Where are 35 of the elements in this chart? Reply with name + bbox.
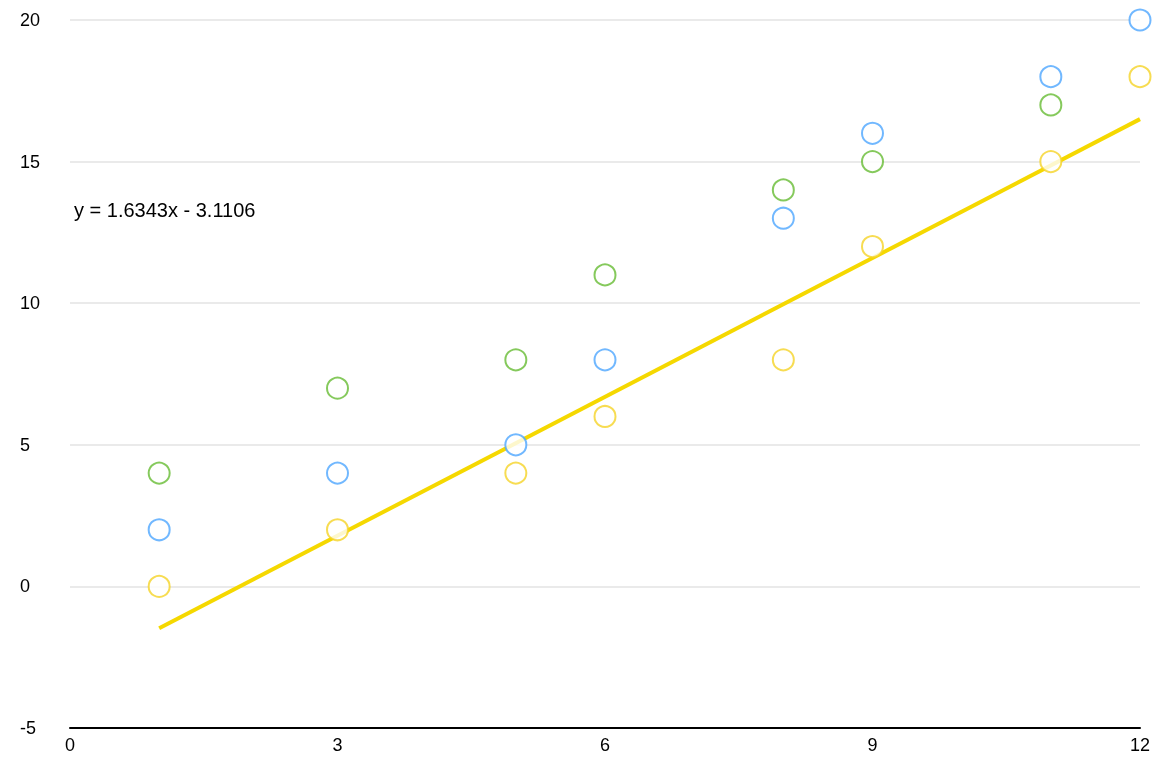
point [147, 461, 171, 485]
point [1039, 65, 1063, 89]
annotation: y = 1.6343x - 3.1106 [74, 199, 256, 221]
point [771, 206, 795, 230]
point [326, 376, 349, 400]
point [147, 518, 171, 542]
point [504, 433, 528, 457]
point [1039, 150, 1063, 174]
point [593, 263, 617, 287]
point [861, 235, 884, 259]
point [861, 121, 884, 145]
point [326, 518, 349, 542]
y-tick-label: -5 [20, 718, 37, 738]
x-tick-label: 0 [64, 735, 76, 755]
point [771, 348, 795, 372]
y-tick-label: 0 [20, 576, 31, 597]
y-tick-label: 20 [20, 10, 41, 30]
x-tick-label: 6 [599, 735, 611, 755]
point [504, 348, 528, 372]
x-tick-label: 3 [332, 735, 343, 755]
x-tick-label: 12 [1129, 735, 1151, 755]
x-tick-label: 9 [867, 735, 878, 755]
point [504, 461, 528, 485]
point [1128, 65, 1152, 89]
y-tick-label: 15 [20, 151, 41, 172]
point [1039, 93, 1063, 117]
point [593, 348, 617, 372]
point [861, 150, 884, 174]
point [147, 574, 171, 598]
point [593, 404, 617, 428]
y-tick-label: 10 [20, 293, 41, 314]
point [1128, 8, 1152, 32]
point [771, 178, 795, 202]
point [326, 461, 349, 485]
y-tick-label: 5 [20, 434, 31, 455]
